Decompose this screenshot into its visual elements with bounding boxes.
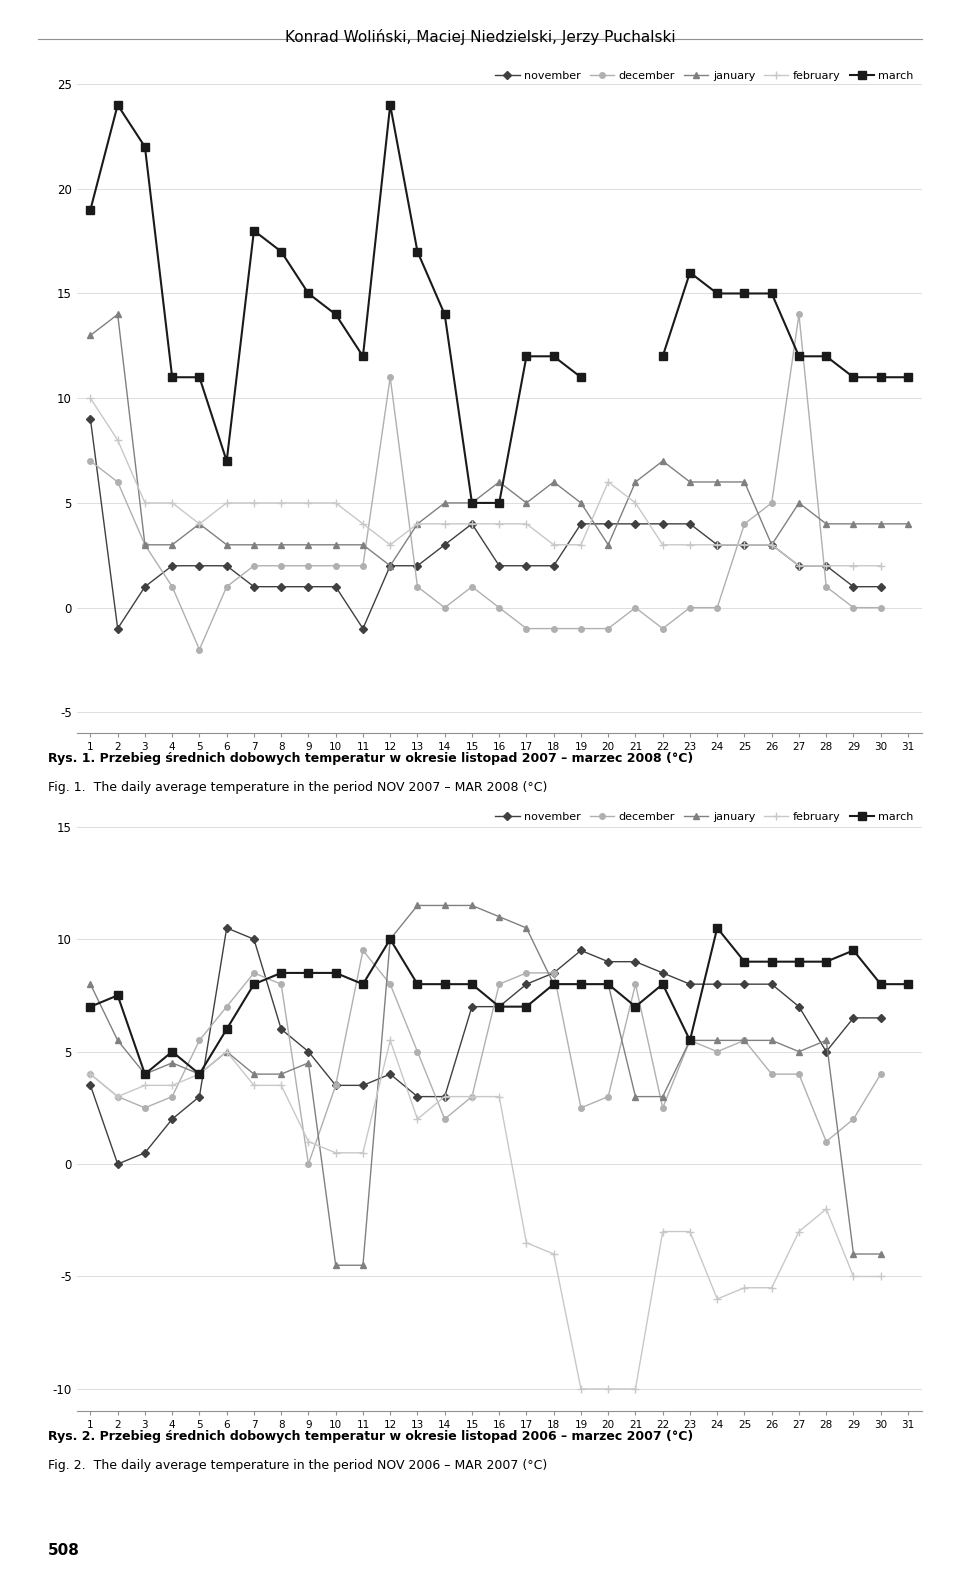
Text: Fig. 1.  The daily average temperature in the period NOV 2007 – MAR 2008 (°C): Fig. 1. The daily average temperature in… [48, 781, 547, 793]
Text: Rys. 2. Przebieg średnich dobowych temperatur w okresie listopad 2006 – marzec 2: Rys. 2. Przebieg średnich dobowych tempe… [48, 1430, 693, 1443]
Text: Konrad Woliński, Maciej Niedzielski, Jerzy Puchalski: Konrad Woliński, Maciej Niedzielski, Jer… [285, 28, 675, 46]
Text: 508: 508 [48, 1542, 80, 1558]
Text: Rys. 1. Przebieg średnich dobowych temperatur w okresie listopad 2007 – marzec 2: Rys. 1. Przebieg średnich dobowych tempe… [48, 752, 693, 765]
Legend: november, december, january, february, march: november, december, january, february, m… [491, 66, 919, 85]
Legend: november, december, january, february, march: november, december, january, february, m… [491, 807, 919, 826]
Text: Fig. 2.  The daily average temperature in the period NOV 2006 – MAR 2007 (°C): Fig. 2. The daily average temperature in… [48, 1459, 547, 1471]
